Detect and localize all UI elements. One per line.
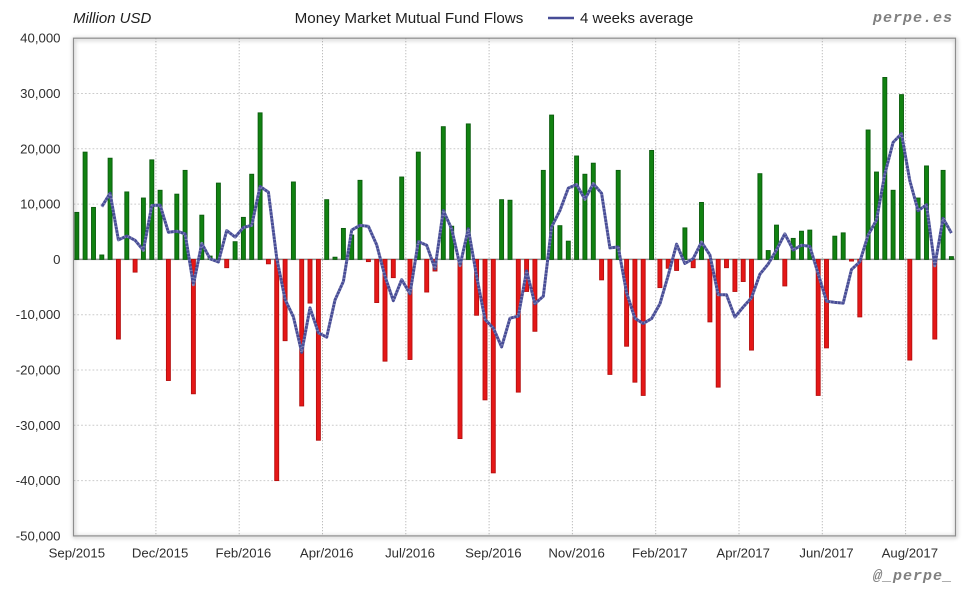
svg-text:40,000: 40,000 xyxy=(20,31,60,46)
svg-text:Feb/2016: Feb/2016 xyxy=(216,546,272,561)
svg-text:-20,000: -20,000 xyxy=(16,363,61,378)
svg-text:0: 0 xyxy=(53,252,60,267)
svg-text:Apr/2017: Apr/2017 xyxy=(716,546,770,561)
svg-text:Feb/2017: Feb/2017 xyxy=(632,546,688,561)
svg-text:-10,000: -10,000 xyxy=(16,307,61,322)
svg-text:Million USD: Million USD xyxy=(73,10,152,27)
svg-text:Money Market Mutual Fund Flows: Money Market Mutual Fund Flows xyxy=(295,10,524,27)
svg-text:-50,000: -50,000 xyxy=(16,528,61,543)
svg-text:20,000: 20,000 xyxy=(20,141,60,156)
svg-text:Apr/2016: Apr/2016 xyxy=(300,546,354,561)
svg-text:Nov/2016: Nov/2016 xyxy=(548,546,604,561)
svg-text:Aug/2017: Aug/2017 xyxy=(882,546,938,561)
svg-text:Jul/2016: Jul/2016 xyxy=(385,546,435,561)
svg-text:-30,000: -30,000 xyxy=(16,418,61,433)
svg-text:Sep/2015: Sep/2015 xyxy=(49,546,105,561)
svg-text:Dec/2015: Dec/2015 xyxy=(132,546,188,561)
svg-text:10,000: 10,000 xyxy=(20,197,60,212)
svg-text:4 weeks average: 4 weeks average xyxy=(580,10,693,27)
svg-text:-40,000: -40,000 xyxy=(16,473,61,488)
svg-text:Sep/2016: Sep/2016 xyxy=(465,546,521,561)
svg-text:30,000: 30,000 xyxy=(20,86,60,101)
svg-text:Jun/2017: Jun/2017 xyxy=(799,546,853,561)
